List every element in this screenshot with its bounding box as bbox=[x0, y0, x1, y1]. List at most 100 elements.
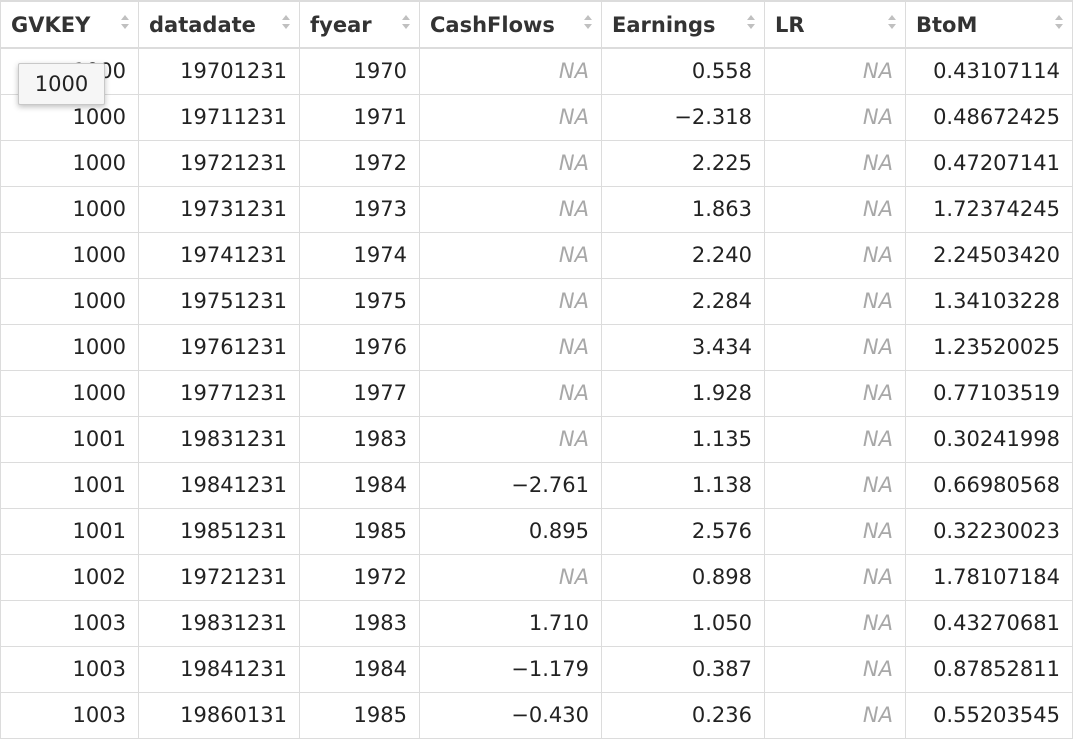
table-row[interactable]: 1000 19741231 1974 NA 2.240 NA 2.24503420 bbox=[0, 231, 1073, 279]
table-row[interactable]: 1000 19771231 1977 NA 1.928 NA 0.77103519 bbox=[0, 369, 1073, 417]
cell-datadate[interactable]: 19711231 bbox=[138, 93, 300, 141]
cell-cashflows[interactable]: −1.179 bbox=[419, 645, 602, 693]
cell-gvkey[interactable]: 1000 bbox=[0, 277, 139, 325]
cell-btom[interactable]: 2.24503420 bbox=[905, 231, 1073, 279]
cell-lr[interactable]: NA bbox=[764, 139, 906, 187]
cell-lr[interactable]: NA bbox=[764, 461, 906, 509]
cell-datadate[interactable]: 19721231 bbox=[138, 553, 300, 601]
cell-btom[interactable]: 1.34103228 bbox=[905, 277, 1073, 325]
column-header-lr[interactable]: LR bbox=[764, 0, 906, 49]
cell-fyear[interactable]: 1977 bbox=[299, 369, 420, 417]
cell-gvkey[interactable]: 1003 bbox=[0, 645, 139, 693]
cell-gvkey[interactable]: 1001 bbox=[0, 507, 139, 555]
cell-btom[interactable]: 0.55203545 bbox=[905, 691, 1073, 739]
cell-datadate[interactable]: 19751231 bbox=[138, 277, 300, 325]
cell-lr[interactable]: NA bbox=[764, 507, 906, 555]
cell-earnings[interactable]: 1.135 bbox=[601, 415, 765, 463]
cell-earnings[interactable]: 1.050 bbox=[601, 599, 765, 647]
cell-cashflows[interactable]: NA bbox=[419, 415, 602, 463]
cell-earnings[interactable]: 2.225 bbox=[601, 139, 765, 187]
cell-datadate[interactable]: 19701231 bbox=[138, 47, 300, 95]
cell-gvkey[interactable]: 1000 bbox=[0, 139, 139, 187]
cell-cashflows[interactable]: NA bbox=[419, 323, 602, 371]
cell-cashflows[interactable]: NA bbox=[419, 231, 602, 279]
cell-fyear[interactable]: 1972 bbox=[299, 139, 420, 187]
cell-fyear[interactable]: 1984 bbox=[299, 645, 420, 693]
cell-fyear[interactable]: 1985 bbox=[299, 691, 420, 739]
cell-btom[interactable]: 0.43107114 bbox=[905, 47, 1073, 95]
cell-fyear[interactable]: 1983 bbox=[299, 415, 420, 463]
cell-cashflows[interactable]: −0.430 bbox=[419, 691, 602, 739]
cell-earnings[interactable]: −2.318 bbox=[601, 93, 765, 141]
cell-datadate[interactable]: 19731231 bbox=[138, 185, 300, 233]
cell-cashflows[interactable]: 0.895 bbox=[419, 507, 602, 555]
column-header-cashflows[interactable]: CashFlows bbox=[419, 0, 602, 49]
cell-lr[interactable]: NA bbox=[764, 231, 906, 279]
cell-datadate[interactable]: 19841231 bbox=[138, 645, 300, 693]
cell-fyear[interactable]: 1983 bbox=[299, 599, 420, 647]
cell-gvkey[interactable]: 1003 bbox=[0, 599, 139, 647]
cell-fyear[interactable]: 1971 bbox=[299, 93, 420, 141]
cell-datadate[interactable]: 19761231 bbox=[138, 323, 300, 371]
cell-fyear[interactable]: 1975 bbox=[299, 277, 420, 325]
table-row[interactable]: 1000 19731231 1973 NA 1.863 NA 1.72374245 bbox=[0, 185, 1073, 233]
sort-arrows-icon[interactable] bbox=[746, 11, 756, 33]
cell-btom[interactable]: 0.32230023 bbox=[905, 507, 1073, 555]
cell-datadate[interactable]: 19851231 bbox=[138, 507, 300, 555]
cell-earnings[interactable]: 0.387 bbox=[601, 645, 765, 693]
table-row[interactable]: 1003 19831231 1983 1.710 1.050 NA 0.43270681 bbox=[0, 599, 1073, 647]
cell-cashflows[interactable]: NA bbox=[419, 369, 602, 417]
cell-gvkey[interactable]: 1001 bbox=[0, 461, 139, 509]
cell-datadate[interactable]: 19860131 bbox=[138, 691, 300, 739]
cell-btom[interactable]: 0.47207141 bbox=[905, 139, 1073, 187]
cell-datadate[interactable]: 19741231 bbox=[138, 231, 300, 279]
cell-datadate[interactable]: 19771231 bbox=[138, 369, 300, 417]
cell-gvkey[interactable]: 1000 bbox=[0, 185, 139, 233]
cell-lr[interactable]: NA bbox=[764, 185, 906, 233]
sort-arrows-icon[interactable] bbox=[281, 11, 291, 33]
table-row[interactable]: 1000 19711231 1971 NA −2.318 NA 0.48672425 bbox=[0, 93, 1073, 141]
cell-btom[interactable]: 1.72374245 bbox=[905, 185, 1073, 233]
cell-fyear[interactable]: 1984 bbox=[299, 461, 420, 509]
cell-fyear[interactable]: 1973 bbox=[299, 185, 420, 233]
sort-arrows-icon[interactable] bbox=[1054, 11, 1064, 33]
cell-lr[interactable]: NA bbox=[764, 599, 906, 647]
cell-cashflows[interactable]: NA bbox=[419, 277, 602, 325]
cell-cashflows[interactable]: NA bbox=[419, 553, 602, 601]
cell-fyear[interactable]: 1970 bbox=[299, 47, 420, 95]
cell-gvkey[interactable]: 1001 bbox=[0, 415, 139, 463]
cell-fyear[interactable]: 1974 bbox=[299, 231, 420, 279]
column-header-fyear[interactable]: fyear bbox=[299, 0, 420, 49]
column-header-gvkey[interactable]: GVKEY bbox=[0, 0, 139, 49]
cell-earnings[interactable]: 0.898 bbox=[601, 553, 765, 601]
table-row[interactable]: 1001 19831231 1983 NA 1.135 NA 0.30241998 bbox=[0, 415, 1073, 463]
cell-lr[interactable]: NA bbox=[764, 369, 906, 417]
table-row[interactable]: 1000 19751231 1975 NA 2.284 NA 1.34103228 bbox=[0, 277, 1073, 325]
sort-arrows-icon[interactable] bbox=[583, 11, 593, 33]
cell-lr[interactable]: NA bbox=[764, 47, 906, 95]
cell-cashflows[interactable]: 1.710 bbox=[419, 599, 602, 647]
cell-lr[interactable]: NA bbox=[764, 553, 906, 601]
cell-gvkey[interactable]: 1003 bbox=[0, 691, 139, 739]
cell-earnings[interactable]: 1.928 bbox=[601, 369, 765, 417]
cell-btom[interactable]: 0.30241998 bbox=[905, 415, 1073, 463]
cell-earnings[interactable]: 2.284 bbox=[601, 277, 765, 325]
cell-fyear[interactable]: 1976 bbox=[299, 323, 420, 371]
cell-cashflows[interactable]: NA bbox=[419, 185, 602, 233]
cell-cashflows[interactable]: NA bbox=[419, 47, 602, 95]
cell-btom[interactable]: 1.78107184 bbox=[905, 553, 1073, 601]
table-row[interactable]: 1000 19761231 1976 NA 3.434 NA 1.23520025 bbox=[0, 323, 1073, 371]
cell-lr[interactable]: NA bbox=[764, 691, 906, 739]
cell-btom[interactable]: 0.87852811 bbox=[905, 645, 1073, 693]
cell-earnings[interactable]: 2.240 bbox=[601, 231, 765, 279]
cell-earnings[interactable]: 1.138 bbox=[601, 461, 765, 509]
sort-arrows-icon[interactable] bbox=[401, 11, 411, 33]
cell-datadate[interactable]: 19841231 bbox=[138, 461, 300, 509]
cell-lr[interactable]: NA bbox=[764, 277, 906, 325]
cell-gvkey[interactable]: 1002 bbox=[0, 553, 139, 601]
cell-datadate[interactable]: 19721231 bbox=[138, 139, 300, 187]
cell-lr[interactable]: NA bbox=[764, 415, 906, 463]
table-row[interactable]: 1000 19721231 1972 NA 2.225 NA 0.47207141 bbox=[0, 139, 1073, 187]
cell-earnings[interactable]: 0.236 bbox=[601, 691, 765, 739]
